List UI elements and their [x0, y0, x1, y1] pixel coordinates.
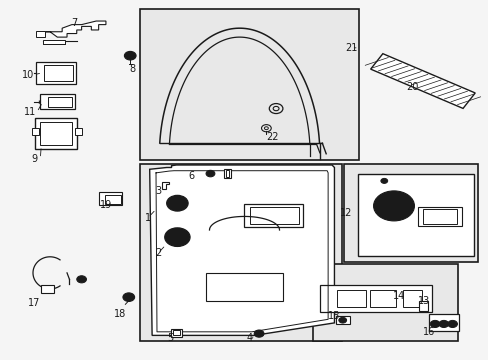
Bar [344, 164, 477, 262]
Circle shape [166, 195, 188, 211]
Bar [335, 316, 349, 324]
Circle shape [373, 191, 414, 221]
Bar [402, 290, 421, 307]
Circle shape [438, 320, 448, 328]
Bar [40, 122, 72, 145]
Circle shape [205, 170, 214, 177]
Polygon shape [42, 21, 106, 37]
Circle shape [429, 320, 439, 328]
Polygon shape [162, 182, 169, 189]
Bar [99, 192, 122, 205]
Circle shape [77, 276, 86, 283]
Bar [250, 207, 298, 224]
Bar [244, 204, 302, 227]
Text: 21: 21 [345, 43, 357, 53]
Text: 19: 19 [100, 200, 112, 210]
Bar [105, 195, 121, 204]
Text: 12: 12 [340, 208, 352, 218]
Text: 4: 4 [246, 333, 252, 343]
Bar [205, 273, 283, 301]
Text: 11: 11 [24, 107, 37, 117]
Text: 9: 9 [31, 154, 38, 163]
Circle shape [122, 293, 134, 301]
Bar [369, 290, 396, 307]
Text: 5: 5 [167, 333, 173, 343]
Circle shape [164, 228, 190, 247]
Text: 20: 20 [405, 82, 418, 92]
Text: 15: 15 [327, 311, 340, 321]
Circle shape [447, 320, 457, 328]
Text: 14: 14 [392, 291, 405, 301]
Bar [140, 164, 341, 341]
Text: 17: 17 [28, 298, 41, 308]
Bar [32, 128, 39, 135]
Bar [224, 169, 230, 178]
Bar [42, 40, 65, 44]
Bar [140, 9, 358, 160]
Text: 18: 18 [114, 309, 126, 319]
Bar [417, 207, 461, 226]
Bar [336, 290, 366, 307]
Circle shape [338, 318, 346, 323]
Bar [36, 31, 44, 37]
Bar [74, 128, 81, 135]
Circle shape [254, 330, 264, 337]
Bar [319, 285, 431, 312]
Circle shape [124, 51, 136, 60]
Text: 10: 10 [22, 69, 34, 80]
Text: 1: 1 [145, 212, 151, 222]
Text: 22: 22 [265, 132, 278, 142]
Text: 16: 16 [422, 327, 434, 337]
Bar [422, 210, 456, 224]
Bar [44, 65, 73, 81]
Bar [40, 94, 75, 109]
Text: 13: 13 [417, 296, 429, 306]
Bar [47, 97, 72, 108]
Bar [173, 330, 180, 336]
Bar [35, 118, 76, 149]
Bar [418, 301, 427, 311]
Polygon shape [149, 165, 334, 336]
Bar [171, 329, 182, 337]
Bar [225, 170, 229, 177]
Text: 7: 7 [71, 18, 77, 28]
Bar [428, 314, 458, 332]
Bar [41, 285, 54, 293]
Polygon shape [370, 54, 474, 108]
Bar [357, 174, 473, 256]
Text: 3: 3 [155, 186, 161, 196]
Bar [312, 264, 458, 341]
Circle shape [380, 179, 387, 183]
Text: 2: 2 [155, 248, 161, 258]
Bar [36, 62, 76, 84]
Text: 6: 6 [187, 171, 194, 181]
Text: 8: 8 [129, 64, 136, 74]
